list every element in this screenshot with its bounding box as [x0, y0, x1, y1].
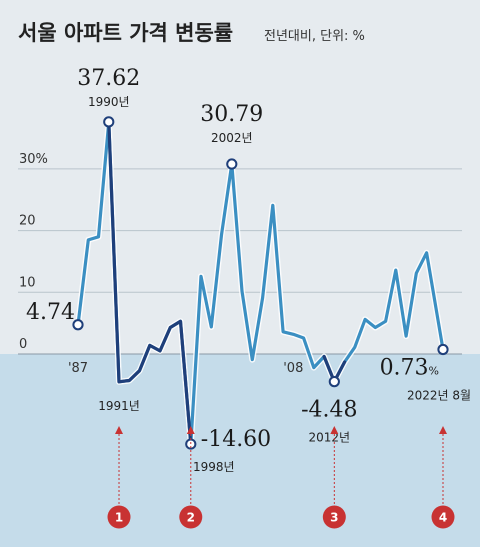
marker-number-1: 1	[115, 511, 123, 525]
x-tick-label-87: '87	[68, 361, 88, 376]
negative-band	[0, 354, 480, 547]
highlight-point-2002	[226, 158, 238, 170]
highlight-point-2022-6	[437, 343, 449, 356]
marker-arrowhead-2	[186, 426, 195, 434]
value-label-1987: 4.74	[26, 300, 75, 325]
marker-arrowhead-3	[330, 426, 339, 434]
highlight-point-1990	[103, 116, 115, 128]
highlight-point-1987	[72, 319, 84, 331]
value-label-2012: -4.48	[301, 398, 357, 423]
value-label-1998: -14.60	[201, 427, 271, 452]
marker-number-2: 2	[187, 511, 195, 525]
marker-arrowhead-1	[115, 426, 124, 434]
marker-number-4: 4	[439, 511, 447, 525]
value-unit: %	[429, 364, 439, 377]
grid: 0 10 20 30%	[18, 152, 462, 355]
data-labels: 4.74 37.62 1990년 30.79 2002년 -14.60 1998년 -4.48…	[26, 66, 471, 474]
event-markers: 1 1991년 2 3 4	[98, 399, 455, 529]
series-line-dark-0	[107, 120, 193, 446]
value-label-2002: 30.79	[200, 102, 263, 127]
year-label-2002: 2002년	[211, 131, 253, 145]
marker-arrowhead-4	[439, 426, 447, 434]
marker-circle-1	[107, 505, 131, 529]
marker-label-1: 1991년	[98, 399, 140, 413]
chart-subtitle: 전년대비, 단위: %	[264, 29, 365, 44]
y-tick-label-30: 30%	[19, 152, 48, 167]
year-label-2012: 2012년	[309, 431, 351, 445]
x-axis-ticks: '87 '08	[68, 361, 303, 376]
marker-circle-2	[179, 505, 203, 529]
highlight-point-2012	[328, 376, 340, 388]
marker-number-3: 3	[330, 511, 338, 525]
series-lines	[75, 118, 446, 448]
year-label-1998: 1998년	[193, 460, 235, 474]
chart-title: 서울 아파트 가격 변동률	[18, 21, 233, 45]
year-label-1990: 1990년	[88, 95, 130, 109]
x-tick-label-08: '08	[283, 361, 303, 376]
y-tick-label-0: 0	[19, 337, 27, 352]
y-tick-label-20: 20	[19, 214, 36, 229]
value-label-1990: 37.62	[77, 66, 140, 91]
year-label-2022-6: 2022년 8월	[407, 388, 471, 402]
marker-circle-3	[322, 505, 346, 529]
y-tick-label-10: 10	[19, 275, 36, 290]
marker-circle-4	[431, 505, 455, 529]
